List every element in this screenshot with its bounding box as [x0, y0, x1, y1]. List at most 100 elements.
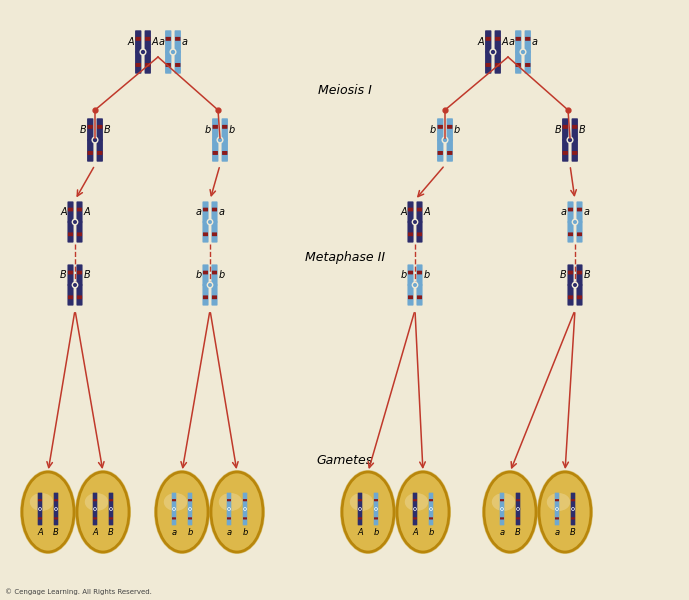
FancyBboxPatch shape [136, 63, 141, 67]
FancyBboxPatch shape [93, 509, 97, 526]
FancyBboxPatch shape [96, 139, 103, 161]
FancyBboxPatch shape [525, 37, 531, 41]
Circle shape [54, 508, 57, 511]
FancyBboxPatch shape [187, 509, 192, 526]
Text: a: a [532, 37, 537, 47]
Ellipse shape [20, 470, 76, 554]
FancyBboxPatch shape [407, 284, 413, 305]
FancyBboxPatch shape [243, 509, 247, 526]
FancyBboxPatch shape [76, 202, 83, 223]
FancyBboxPatch shape [212, 118, 218, 141]
Text: B: B [80, 125, 86, 134]
Text: A: A [423, 207, 430, 217]
FancyBboxPatch shape [416, 221, 422, 242]
FancyBboxPatch shape [568, 271, 573, 274]
FancyBboxPatch shape [212, 271, 217, 274]
FancyBboxPatch shape [485, 51, 491, 74]
FancyBboxPatch shape [212, 139, 218, 161]
FancyBboxPatch shape [495, 37, 500, 41]
FancyBboxPatch shape [447, 151, 453, 155]
Ellipse shape [22, 472, 74, 552]
FancyBboxPatch shape [577, 265, 583, 286]
Circle shape [573, 283, 577, 287]
FancyBboxPatch shape [68, 208, 73, 211]
Ellipse shape [211, 472, 263, 552]
FancyBboxPatch shape [500, 499, 504, 501]
Circle shape [517, 508, 520, 511]
Text: B: B [515, 528, 521, 537]
Ellipse shape [340, 470, 396, 554]
FancyBboxPatch shape [486, 63, 491, 67]
FancyBboxPatch shape [577, 295, 582, 299]
FancyBboxPatch shape [97, 151, 103, 155]
Ellipse shape [156, 472, 208, 552]
FancyBboxPatch shape [358, 499, 362, 501]
FancyBboxPatch shape [429, 509, 433, 526]
FancyBboxPatch shape [93, 493, 97, 509]
Circle shape [243, 508, 247, 511]
Circle shape [170, 49, 176, 55]
Ellipse shape [77, 472, 129, 552]
FancyBboxPatch shape [495, 63, 500, 67]
FancyBboxPatch shape [407, 221, 413, 242]
FancyBboxPatch shape [227, 509, 232, 526]
FancyBboxPatch shape [135, 30, 141, 53]
FancyBboxPatch shape [408, 271, 413, 274]
FancyBboxPatch shape [136, 37, 141, 41]
Circle shape [189, 508, 192, 511]
FancyBboxPatch shape [203, 295, 208, 299]
FancyBboxPatch shape [243, 517, 247, 520]
Circle shape [140, 49, 146, 55]
FancyBboxPatch shape [165, 51, 172, 74]
FancyBboxPatch shape [572, 139, 578, 161]
Text: A: A [37, 528, 43, 537]
FancyBboxPatch shape [568, 265, 573, 286]
Text: B: B [579, 125, 586, 134]
FancyBboxPatch shape [358, 509, 362, 526]
Ellipse shape [482, 470, 538, 554]
Ellipse shape [342, 472, 394, 552]
FancyBboxPatch shape [570, 509, 575, 526]
Ellipse shape [30, 493, 53, 511]
FancyBboxPatch shape [96, 118, 103, 141]
FancyBboxPatch shape [413, 509, 418, 526]
FancyBboxPatch shape [495, 30, 501, 53]
Text: A: A [477, 37, 484, 47]
FancyBboxPatch shape [212, 208, 217, 211]
FancyBboxPatch shape [571, 517, 575, 520]
Text: B: B [60, 270, 67, 280]
FancyBboxPatch shape [188, 499, 192, 501]
FancyBboxPatch shape [500, 493, 504, 509]
Text: a: a [508, 37, 515, 47]
FancyBboxPatch shape [515, 509, 520, 526]
FancyBboxPatch shape [87, 139, 94, 161]
FancyBboxPatch shape [38, 499, 42, 501]
Text: b: b [423, 270, 429, 280]
Text: b: b [429, 528, 433, 537]
FancyBboxPatch shape [413, 517, 417, 520]
FancyBboxPatch shape [174, 30, 181, 53]
FancyBboxPatch shape [68, 295, 73, 299]
Text: b: b [196, 270, 202, 280]
FancyBboxPatch shape [76, 284, 83, 305]
Text: A: A [357, 528, 363, 537]
FancyBboxPatch shape [68, 202, 74, 223]
Text: A: A [400, 207, 407, 217]
FancyBboxPatch shape [68, 221, 74, 242]
Circle shape [217, 137, 223, 143]
FancyBboxPatch shape [145, 37, 150, 41]
FancyBboxPatch shape [212, 232, 217, 236]
Text: B: B [555, 125, 562, 134]
Circle shape [490, 49, 496, 55]
FancyBboxPatch shape [93, 517, 97, 520]
Text: Gametes: Gametes [317, 454, 373, 467]
Circle shape [92, 137, 98, 143]
FancyBboxPatch shape [373, 509, 378, 526]
FancyBboxPatch shape [555, 499, 559, 501]
Circle shape [413, 508, 416, 511]
Text: b: b [187, 528, 193, 537]
FancyBboxPatch shape [38, 493, 42, 509]
Circle shape [72, 283, 78, 287]
Ellipse shape [219, 493, 243, 511]
FancyBboxPatch shape [570, 493, 575, 509]
